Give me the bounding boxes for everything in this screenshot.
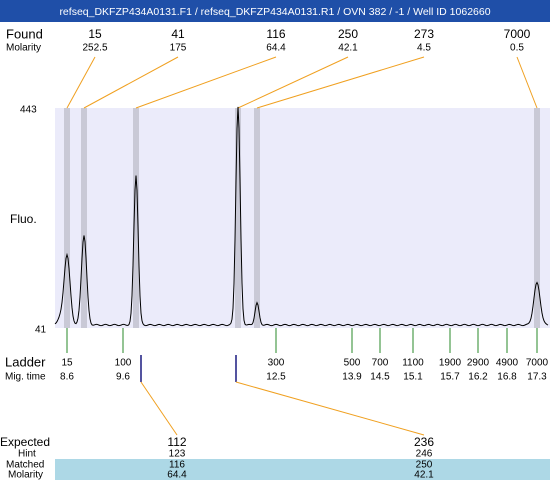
- migration-time: 16.8: [497, 372, 517, 383]
- time-label: Mig. time: [5, 372, 46, 383]
- migration-time: 9.6: [116, 372, 130, 383]
- y-min: 41: [35, 325, 47, 336]
- found-connector: [256, 56, 425, 109]
- matched-molarity: 64.4: [167, 470, 187, 480]
- migration-time: 16.2: [468, 372, 488, 383]
- title: refseq_DKFZP434A0131.F1 / refseq_DKFZP43…: [59, 6, 490, 18]
- found-connector: [237, 56, 349, 109]
- migration-time: 15.1: [403, 372, 423, 383]
- ladder-size: 1900: [439, 358, 462, 369]
- trace: [54, 106, 549, 327]
- migration-time: 12.5: [266, 372, 286, 383]
- peak-band: [254, 108, 260, 328]
- expected-value: 112: [167, 435, 186, 449]
- hint-label: Hint: [18, 449, 36, 460]
- hint-value: 123: [169, 449, 186, 460]
- matched-label: Matched: [6, 460, 44, 471]
- matched-band: [55, 459, 550, 480]
- found-size: 273: [414, 27, 434, 41]
- ladder-size: 7000: [526, 358, 549, 369]
- found-molarity: 175: [170, 43, 187, 54]
- found-molarity: 64.4: [266, 43, 286, 54]
- hint-value: 246: [416, 449, 433, 460]
- y-max: 443: [20, 105, 37, 116]
- migration-time: 8.6: [60, 372, 74, 383]
- found-connector: [516, 56, 538, 109]
- molarity-label-2: Molarity: [8, 470, 43, 480]
- ladder-size: 2900: [467, 358, 490, 369]
- y-label: Fluo.: [10, 212, 37, 226]
- found-size: 7000: [504, 27, 531, 41]
- found-connector: [66, 56, 96, 109]
- plot-area: [55, 108, 550, 328]
- found-connector: [83, 56, 179, 109]
- found-size: 116: [266, 27, 285, 41]
- matched-value: 116: [169, 460, 185, 471]
- molarity-label: Molarity: [6, 43, 41, 54]
- found-size: 15: [88, 27, 102, 41]
- peak-band: [133, 108, 139, 328]
- migration-time: 13.9: [342, 372, 362, 383]
- found-molarity: 4.5: [417, 43, 431, 54]
- found-size: 41: [171, 27, 185, 41]
- found-size: 250: [338, 27, 358, 41]
- matched-value: 250: [416, 460, 433, 471]
- ladder-size: 15: [61, 358, 73, 369]
- found-connector: [135, 56, 277, 109]
- ladder-size: 500: [344, 358, 361, 369]
- ladder-size: 700: [372, 358, 389, 369]
- ladder-label: Ladder: [5, 354, 46, 369]
- ladder-size: 100: [115, 358, 132, 369]
- matched-molarity: 42.1: [414, 470, 434, 480]
- found-molarity: 42.1: [338, 43, 358, 54]
- migration-time: 14.5: [370, 372, 390, 383]
- peak-band: [534, 108, 540, 328]
- peak-band: [235, 108, 241, 328]
- peak-band: [64, 108, 70, 328]
- expected-connector: [140, 381, 178, 436]
- expected-connector: [235, 381, 425, 436]
- migration-time: 17.3: [527, 372, 547, 383]
- found-molarity: 0.5: [510, 43, 524, 54]
- peak-band: [81, 108, 87, 328]
- ladder-size: 300: [268, 358, 285, 369]
- title-bar: [0, 0, 550, 22]
- found-label: Found: [6, 26, 43, 41]
- ladder-size: 1100: [402, 358, 424, 369]
- ladder-size: 4900: [496, 358, 519, 369]
- expected-value: 236: [414, 435, 434, 449]
- migration-time: 15.7: [440, 372, 460, 383]
- expected-label: Expected: [0, 435, 50, 449]
- found-molarity: 252.5: [82, 43, 107, 54]
